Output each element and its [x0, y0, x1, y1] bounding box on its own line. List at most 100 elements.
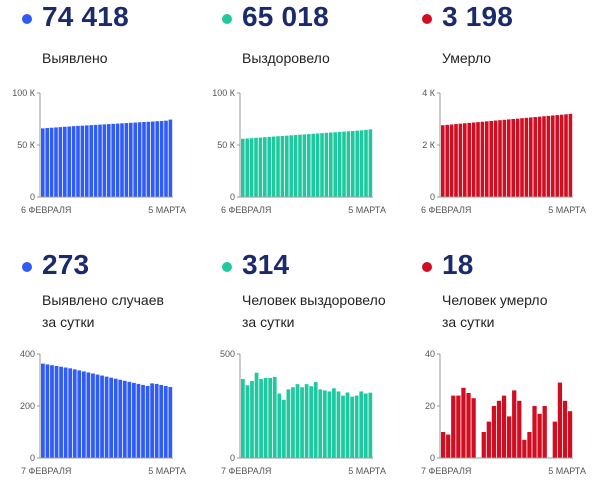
bar [168, 387, 173, 458]
bar [309, 386, 314, 458]
y-tick-label: 2 К [422, 140, 436, 150]
bar [471, 122, 476, 197]
bar [491, 406, 497, 458]
bar [291, 387, 295, 458]
bar [100, 375, 104, 458]
bar [267, 136, 271, 197]
bar [295, 384, 300, 458]
bar [313, 382, 318, 458]
bar [511, 119, 515, 197]
bar [496, 400, 502, 458]
bar-chart: 500 0 7 ФЕВРАЛЯ 5 МАРТА [220, 349, 386, 476]
bar [501, 395, 507, 458]
bar [141, 384, 145, 458]
bar [85, 125, 89, 197]
bar [368, 129, 373, 197]
panel-daily-detected: 273 Выявлено случаев за сутки 400 200 0 7 ФЕВР… [0, 248, 200, 493]
bar [95, 374, 100, 458]
bar [466, 393, 471, 458]
bar [332, 388, 336, 458]
bar [281, 399, 286, 458]
bar [336, 391, 341, 458]
bar [93, 124, 98, 197]
bar [568, 113, 573, 197]
indicator-dot [422, 262, 432, 272]
bar [58, 127, 63, 197]
x-tick-label: 7 ФЕВРАЛЯ [21, 466, 71, 476]
y-tick-label: 0 [30, 192, 35, 202]
stat-label-line: за сутки [242, 314, 295, 330]
bar [445, 124, 449, 197]
bar [164, 120, 168, 197]
bar [159, 384, 164, 458]
bar [111, 123, 115, 197]
bar [268, 377, 273, 458]
bar [71, 126, 76, 197]
y-tick-label: 400 [20, 349, 35, 359]
bar [263, 137, 267, 197]
bar [359, 130, 364, 197]
bar [245, 138, 249, 197]
bar [461, 387, 466, 458]
bar [529, 117, 533, 197]
bar [537, 413, 542, 458]
bar [280, 135, 285, 197]
bar [546, 115, 551, 197]
y-tick-label: 40 [425, 349, 435, 359]
y-tick-label: 500 [220, 349, 235, 359]
indicator-dot [22, 14, 32, 24]
bar [463, 123, 467, 197]
bar [285, 135, 289, 197]
bar [249, 138, 254, 197]
bar [302, 134, 307, 197]
bar [72, 369, 77, 458]
bar [142, 122, 146, 197]
bar [476, 122, 480, 197]
bar [512, 390, 517, 458]
bar [467, 122, 471, 197]
bar [155, 121, 159, 197]
bar [86, 372, 91, 458]
bar [271, 136, 276, 197]
indicator-dot [222, 14, 232, 24]
bar [517, 400, 522, 458]
bar [151, 121, 155, 197]
bar [456, 395, 461, 458]
bar [293, 135, 298, 197]
bar [122, 380, 127, 458]
bar-chart: 100 К 50 К 0 6 ФЕВРАЛЯ 5 МАРТА [12, 88, 186, 215]
bar [259, 378, 263, 458]
x-tick-label: 5 МАРТА [548, 466, 586, 476]
stat-value: 74 418 [42, 1, 129, 32]
stat-value: 273 [42, 249, 90, 280]
bar-chart: 400 200 0 7 ФЕВРАЛЯ 5 МАРТА [20, 349, 186, 476]
bar [363, 393, 368, 458]
indicator-dot [22, 262, 32, 272]
bar [68, 368, 73, 458]
bar [63, 126, 67, 197]
bar [41, 128, 45, 197]
bar [118, 379, 123, 458]
bar [532, 406, 537, 458]
x-tick-label: 5 МАРТА [548, 205, 586, 215]
bar [449, 124, 454, 197]
bar [67, 126, 71, 197]
bar [59, 366, 63, 458]
bar [120, 123, 124, 197]
bar [489, 120, 493, 197]
stat-label-line: Выздоровело [242, 50, 330, 66]
stat-label-line: Умерло [442, 50, 492, 66]
bar [304, 384, 309, 458]
bar-chart: 100 К 50 К 0 6 ФЕВРАЛЯ 5 МАРТА [212, 88, 386, 215]
stat-label: Умерло [442, 47, 491, 69]
bar [89, 125, 93, 197]
x-tick-label: 6 ФЕВРАЛЯ [21, 205, 71, 215]
stat-label-line: Выявлено [42, 50, 108, 66]
bar [113, 378, 118, 458]
stat-label: Человек умерло за сутки [442, 289, 548, 333]
bar [515, 118, 520, 197]
panel-detected: 74 418 Выявлено 100 К 50 К 0 6 ФЕВРАЛЯ 5 МАРТА [0, 0, 200, 245]
bar [364, 129, 368, 197]
bar [327, 391, 332, 458]
panel-recovered: 65 018 Выздоровело 100 К 50 К 0 6 ФЕВРАЛЯ 5 МА… [200, 0, 400, 245]
